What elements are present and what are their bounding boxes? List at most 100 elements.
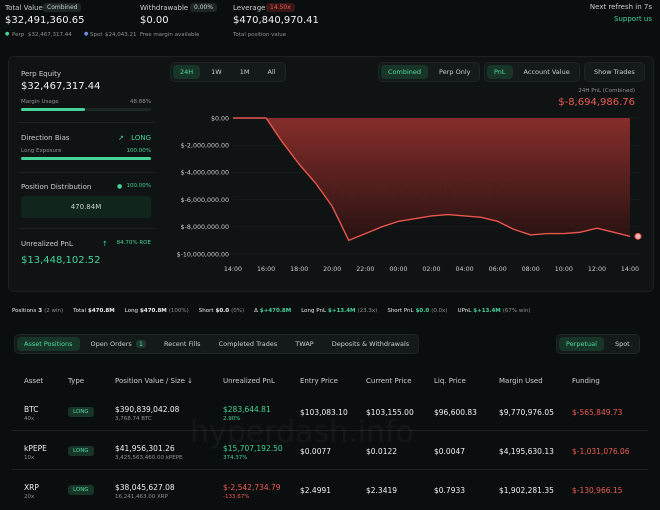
tab[interactable]: All (267, 68, 276, 76)
x-tick-label: 18:00 (290, 266, 308, 273)
value: 48.88% (130, 99, 151, 105)
x-tick-label: 10:00 (555, 266, 573, 273)
current-price: $0.0122 (366, 447, 398, 456)
status-dot: ● (117, 183, 123, 190)
tab[interactable]: 24H (173, 65, 201, 79)
column-header: Current Price (366, 377, 412, 385)
value: $470,840,970.41 (233, 15, 319, 26)
value: $0.0 (415, 308, 430, 314)
value: $+13.4M (328, 308, 356, 314)
value: 100.00% (126, 183, 151, 189)
x-tick-label: 20:00 (323, 266, 341, 273)
label: Perp Equity (21, 70, 61, 78)
value: 3 (38, 308, 43, 314)
tab[interactable]: PnL (487, 65, 513, 79)
tab[interactable]: Deposits & Withdrawals (331, 340, 410, 348)
value: $0.0 (215, 308, 230, 314)
badge: 0.00% (190, 3, 218, 12)
x-tick-label: 04:00 (456, 266, 474, 273)
asset: BTC (24, 405, 39, 414)
distribution-box (21, 196, 151, 218)
note: (0.0x) (431, 308, 448, 314)
tab[interactable]: Show Trades (594, 68, 635, 76)
tab[interactable]: Perp Only (439, 68, 471, 76)
summary-item: Total $470.8M (73, 308, 117, 314)
note: (67% win) (502, 308, 531, 314)
tab[interactable]: Completed Trades (218, 340, 278, 348)
x-tick-label: 08:00 (522, 266, 540, 273)
divider (18, 122, 154, 123)
margin-used: $1,902,281.35 (499, 486, 554, 495)
funding: $-130,966.15 (572, 486, 623, 495)
funding: $-565,849.73 (572, 408, 623, 417)
type-badge: LONG (68, 485, 94, 495)
margin-bar (21, 108, 151, 111)
tab[interactable]: Asset Positions (17, 337, 80, 351)
note: (0%) (231, 308, 245, 314)
note: Total position value (233, 32, 287, 38)
badge: 14.50x (266, 3, 295, 12)
bar-fill (21, 157, 151, 160)
label: Long (124, 308, 139, 314)
pnl: $283,644.81 (223, 405, 271, 414)
type-badge: LONG (68, 446, 94, 456)
leverage: 20x (24, 494, 35, 500)
tab[interactable]: Account Value (523, 68, 570, 76)
position-value: $390,839,042.08 (115, 405, 180, 414)
y-tick-label: $-6,000,000.00 (181, 197, 229, 204)
summary-item: Short PnL $0.0 (0.0x) (387, 308, 449, 314)
tab[interactable]: Recent Fills (163, 340, 201, 348)
position-value: $41,956,301.26 (115, 444, 175, 453)
label: Margin Usage (21, 99, 59, 105)
margin-used: $4,195,630.13 (499, 447, 554, 456)
end-point (634, 232, 642, 240)
position-size: 16,241,463.00 XRP (115, 494, 168, 500)
summary-item: Long PnL $+13.4M (23.3x) (301, 308, 379, 314)
x-tick-label: 00:00 (389, 266, 407, 273)
margin-used: $9,770,976.05 (499, 408, 554, 417)
column-header: Liq. Price (434, 377, 466, 385)
area (233, 118, 630, 241)
pnl: $15,707,192.50 (223, 444, 283, 453)
pnl: $-2,542,734.79 (223, 483, 281, 492)
tab[interactable]: 1W (211, 68, 222, 76)
value: $+470.8M (259, 308, 292, 314)
value: $24,043.21 (105, 32, 137, 38)
value: $32,467,317.44 (21, 81, 101, 92)
support-link[interactable]: Support us (614, 15, 652, 23)
tab[interactable]: Open Orders 1 (84, 337, 153, 351)
y-tick-label: $-10,000,000.00 (177, 251, 229, 258)
pnl-chart: hyperdash.info$0.00$-2,000,000.00$-4,000… (177, 115, 642, 273)
summary-item: UPnL $+13.4M (67% win) (457, 308, 532, 314)
market-tabs: Perpetual Spot (556, 334, 640, 354)
up-icon: ↑ (102, 240, 108, 248)
liq-price: $96,600.83 (434, 408, 477, 417)
x-tick-label: 06:00 (489, 266, 507, 273)
value: 84.70% ROE (116, 240, 151, 246)
tab[interactable]: Spot (614, 340, 630, 348)
pnl-pct: -133.67% (223, 494, 250, 500)
tab[interactable]: TWAP (295, 340, 314, 348)
column-header: Position Value / Size ↓ (115, 377, 193, 385)
label: Long Exposure (21, 148, 62, 154)
tab[interactable]: Perpetual (559, 337, 604, 351)
summary-item: Δ $+470.8M (254, 308, 293, 314)
x-tick-label: 14:00 (224, 266, 242, 273)
value: 100.00% (126, 148, 151, 154)
label: Withdrawable (140, 4, 189, 12)
current-price: $2.3419 (366, 486, 398, 495)
tab[interactable]: 1M (239, 68, 250, 76)
label: Total Value (5, 4, 43, 12)
label: Positions (12, 308, 37, 314)
tab[interactable]: Combined (381, 65, 429, 79)
label: UPnL (457, 308, 472, 314)
liq-price: $0.0047 (434, 447, 466, 456)
divider (18, 228, 154, 229)
entry-price: $2.4991 (300, 486, 332, 495)
bar-fill (21, 108, 85, 111)
y-tick-label: $0.00 (211, 115, 229, 122)
x-tick-label: 22:00 (356, 266, 374, 273)
summary-item: Short $0.0 (0%) (199, 308, 246, 314)
range-tabs: 24H 1W 1M All (170, 62, 286, 82)
value: $32,491,360.65 (5, 15, 85, 26)
